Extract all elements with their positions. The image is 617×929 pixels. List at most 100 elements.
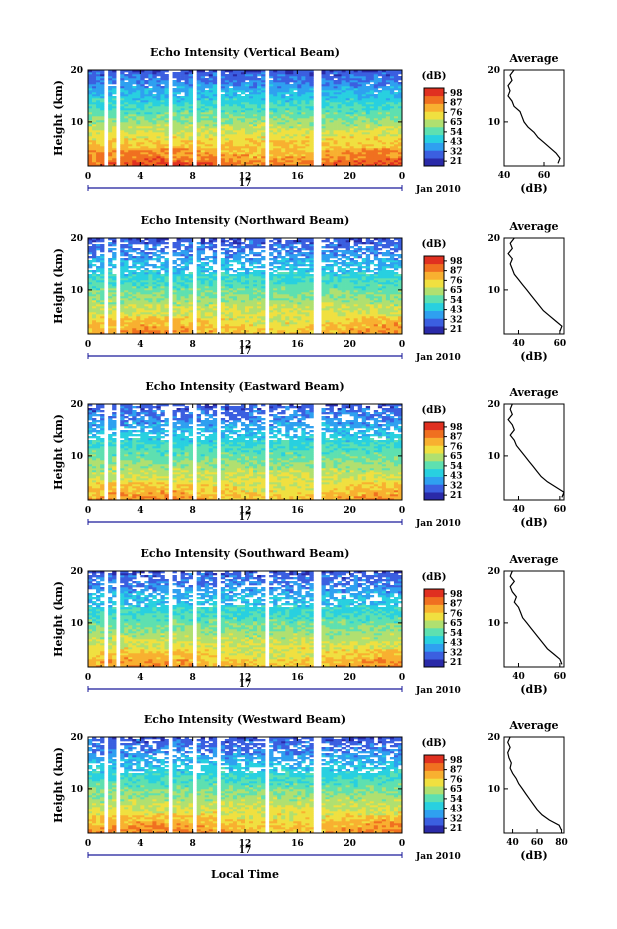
heatmap-cell <box>136 274 141 277</box>
heatmap-cell <box>176 258 181 261</box>
heatmap-cell <box>180 316 185 319</box>
heatmap-cell <box>144 122 149 125</box>
heatmap-cell <box>96 126 101 129</box>
heatmap-cell <box>289 92 294 95</box>
heatmap-cell <box>140 326 145 329</box>
heatmap-cell <box>204 312 210 315</box>
heatmap-cell <box>184 96 189 99</box>
heatmap-cell <box>208 104 214 107</box>
heatmap-cell <box>377 150 383 153</box>
heatmap-cell <box>196 132 202 135</box>
heatmap-cell <box>108 280 113 283</box>
heatmap-cell <box>240 76 246 79</box>
heatmap-cell <box>253 160 258 163</box>
heatmap-cell <box>236 148 242 151</box>
heatmap-cell <box>160 242 165 245</box>
heatmap-cell <box>305 118 310 121</box>
heatmap-cell <box>397 156 403 159</box>
heatmap-cell <box>277 76 282 79</box>
heatmap-cell <box>108 332 113 335</box>
heatmap-cell <box>345 146 350 149</box>
heatmap-cell <box>385 130 391 133</box>
heatmap-cell <box>277 104 282 107</box>
heatmap-cell <box>297 70 302 73</box>
heatmap-cell <box>385 154 391 157</box>
heatmap-cell <box>96 294 101 297</box>
heatmap-cell <box>128 158 133 161</box>
heatmap-cell <box>136 298 141 301</box>
heatmap-cell <box>92 282 97 285</box>
heatmap-cell <box>204 112 210 115</box>
heatmap-cell <box>108 110 113 113</box>
heatmap-cell <box>164 296 169 299</box>
heatmap-cell <box>349 156 354 159</box>
heatmap-cell <box>156 288 161 291</box>
heatmap-cell <box>357 132 363 135</box>
heatmap-cell <box>176 302 181 305</box>
heatmap-cell <box>212 288 218 291</box>
heatmap-cell <box>281 110 286 113</box>
heatmap-cell <box>397 98 403 101</box>
heatmap-cell <box>353 158 359 161</box>
heatmap-cell <box>124 150 129 153</box>
heatmap-cell <box>200 330 206 333</box>
heatmap-cell <box>232 298 238 301</box>
heatmap-cell <box>88 96 93 99</box>
heatmap-cell <box>305 162 310 165</box>
heatmap-cell <box>156 108 161 111</box>
heatmap-cell <box>245 82 250 85</box>
heatmap-cell <box>333 120 338 123</box>
heatmap-cell <box>132 114 137 117</box>
heatmap-cell <box>128 248 133 251</box>
heatmap-cell <box>144 278 149 281</box>
heatmap-cell <box>253 114 258 117</box>
heatmap-cell <box>148 84 153 87</box>
heatmap-cell <box>172 72 177 75</box>
heatmap-cell <box>120 90 125 93</box>
heatmap-cell <box>196 128 202 131</box>
heatmap-cell <box>245 114 250 117</box>
heatmap-cell <box>196 80 202 83</box>
heatmap-cell <box>132 146 137 149</box>
heatmap-cell <box>373 112 379 115</box>
heatmap-cell <box>172 332 177 335</box>
heatmap-cell <box>172 120 177 123</box>
heatmap-cell <box>369 152 375 155</box>
heatmap-cell <box>96 240 101 243</box>
heatmap-cell <box>236 282 242 285</box>
heatmap-cell <box>285 150 290 153</box>
heatmap-cell <box>357 128 363 131</box>
heatmap-cell <box>349 140 354 143</box>
heatmap-cell <box>140 286 145 289</box>
heatmap-cell <box>224 254 230 257</box>
heatmap-cell <box>196 86 202 89</box>
heatmap-cell <box>200 88 206 91</box>
heatmap-cell <box>381 128 387 131</box>
heatmap-cell <box>289 136 294 139</box>
heatmap-cell <box>140 312 145 315</box>
heatmap-cell <box>269 96 274 99</box>
heatmap-cell <box>88 102 93 105</box>
heatmap-cell <box>357 122 363 125</box>
heatmap-cell <box>208 78 214 81</box>
heatmap-cell <box>349 84 354 87</box>
heatmap-cell <box>136 326 141 329</box>
heatmap-cell <box>128 78 133 81</box>
heatmap-cell <box>240 278 246 281</box>
heatmap-cell <box>249 154 254 157</box>
heatmap-cell <box>208 86 214 89</box>
heatmap-cell <box>132 116 137 119</box>
heatmap-cell <box>196 268 202 271</box>
heatmap-cell <box>249 128 254 131</box>
heatmap-cell <box>108 288 113 291</box>
heatmap-cell <box>253 124 258 127</box>
heatmap-cell <box>144 262 149 265</box>
heatmap-cell <box>301 84 306 87</box>
heatmap-cell <box>188 100 193 103</box>
heatmap-cell <box>301 124 306 127</box>
heatmap-cell <box>180 84 185 87</box>
heatmap-cell <box>96 256 101 259</box>
heatmap-cell <box>156 100 161 103</box>
heatmap-cell <box>365 126 371 129</box>
heatmap-cell <box>301 118 306 121</box>
